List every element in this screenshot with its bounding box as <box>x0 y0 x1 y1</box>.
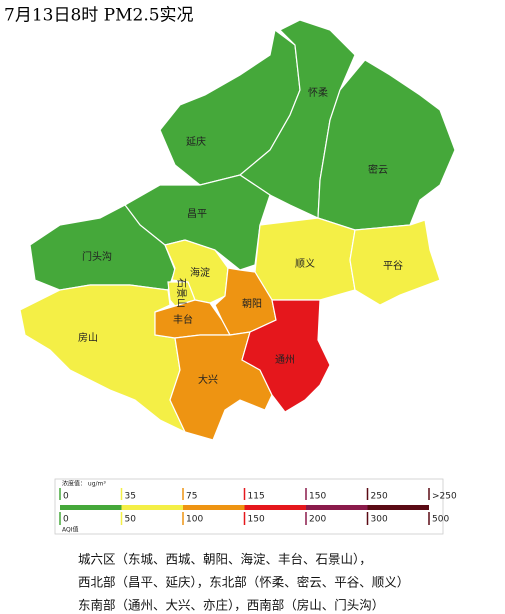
legend-color <box>60 505 122 510</box>
region-label: 顺义 <box>295 258 315 270</box>
legend-tick-label: 115 <box>248 492 265 502</box>
region <box>317 59 456 231</box>
region-label: 密云 <box>368 163 388 176</box>
legend-color <box>367 505 429 510</box>
legend-tick-label: 35 <box>125 492 136 502</box>
legend-tick-label: 500 <box>432 515 449 525</box>
legend-tick-label: 250 <box>371 492 388 502</box>
region-label: 丰台 <box>173 313 193 326</box>
region-label: 房山 <box>78 331 98 344</box>
legend-color <box>306 505 368 510</box>
region-label: 石景山 <box>175 278 187 308</box>
legend-tick-label: 150 <box>248 515 265 525</box>
note: 西北部（昌平、延庆），东北部（怀柔、密云、平谷、顺义） <box>78 575 409 590</box>
note: 东南部（通州、大兴、亦庄），西南部（房山、门头沟） <box>78 598 384 613</box>
legend-tick-label: 0 <box>63 492 69 502</box>
legend-tick-label: 200 <box>309 515 326 525</box>
region <box>169 331 273 441</box>
legend-tick-label: 300 <box>371 515 388 525</box>
legend-tick-label: 50 <box>125 515 137 525</box>
region-label: 海淀 <box>190 266 210 279</box>
region <box>241 299 331 413</box>
note: 城六区（东城、西城、朝阳、海淀、丰台、石景山）， <box>78 552 372 567</box>
region-label: 昌平 <box>187 208 207 220</box>
legend-color <box>121 505 183 510</box>
legend-color <box>183 505 245 510</box>
legend-tick-label: 75 <box>186 492 197 502</box>
legend-color <box>244 505 306 510</box>
legend: 0 35 75 115 150 250 >250 0 50 100 150 200 300 500 <box>59 488 457 525</box>
region <box>238 19 356 219</box>
legend-tick-label: 150 <box>309 492 326 502</box>
region-label: 平谷 <box>383 260 403 272</box>
region-label: 延庆 <box>186 135 206 148</box>
region-label: 门头沟 <box>82 250 112 263</box>
legend-box <box>54 478 444 535</box>
region <box>19 284 187 434</box>
legend-tick-label: 0 <box>63 515 69 525</box>
region <box>349 219 441 306</box>
region-label: 大兴 <box>198 373 218 386</box>
regions <box>19 19 456 441</box>
legend-tick-label: 100 <box>186 515 203 525</box>
title: 7月13日8时 PM2.5实况 <box>4 6 194 26</box>
legend-aqi-label: AQI值 <box>62 526 79 534</box>
legend-concentration-label: 浓度值： ug/m³ <box>62 480 106 488</box>
region-label: 朝阳 <box>242 298 262 310</box>
region-label: 通州 <box>275 354 295 366</box>
legend-tick-label: >250 <box>432 492 457 502</box>
region-label: 怀柔 <box>308 87 328 99</box>
